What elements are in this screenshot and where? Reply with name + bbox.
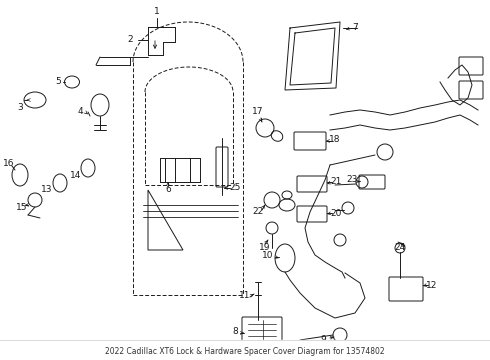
- Text: 15: 15: [16, 203, 28, 212]
- Text: 12: 12: [426, 280, 438, 289]
- Text: 19: 19: [259, 243, 271, 252]
- Text: 2: 2: [127, 36, 133, 45]
- Text: 2022 Cadillac XT6 Lock & Hardware Spacer Cover Diagram for 13574802: 2022 Cadillac XT6 Lock & Hardware Spacer…: [105, 346, 385, 356]
- Text: 20: 20: [330, 208, 342, 217]
- Text: 8: 8: [232, 328, 238, 337]
- Text: 1: 1: [154, 8, 160, 17]
- Text: 9: 9: [320, 336, 326, 345]
- Text: 18: 18: [329, 135, 341, 144]
- Text: 11: 11: [239, 291, 251, 300]
- Text: 21: 21: [330, 177, 342, 186]
- Text: 23: 23: [346, 175, 358, 184]
- Bar: [0, 340, 490, 360]
- Text: 24: 24: [394, 243, 406, 252]
- Text: 14: 14: [70, 171, 82, 180]
- Text: 5: 5: [55, 77, 61, 86]
- Text: 25: 25: [229, 184, 241, 193]
- Text: 17: 17: [252, 108, 264, 117]
- Text: 7: 7: [352, 23, 358, 32]
- Text: 16: 16: [3, 158, 15, 167]
- Text: 22: 22: [252, 207, 264, 216]
- Text: 10: 10: [262, 252, 274, 261]
- Text: 3: 3: [17, 104, 23, 112]
- Text: 4: 4: [77, 108, 83, 117]
- Text: 6: 6: [165, 185, 171, 194]
- Text: 13: 13: [41, 185, 53, 194]
